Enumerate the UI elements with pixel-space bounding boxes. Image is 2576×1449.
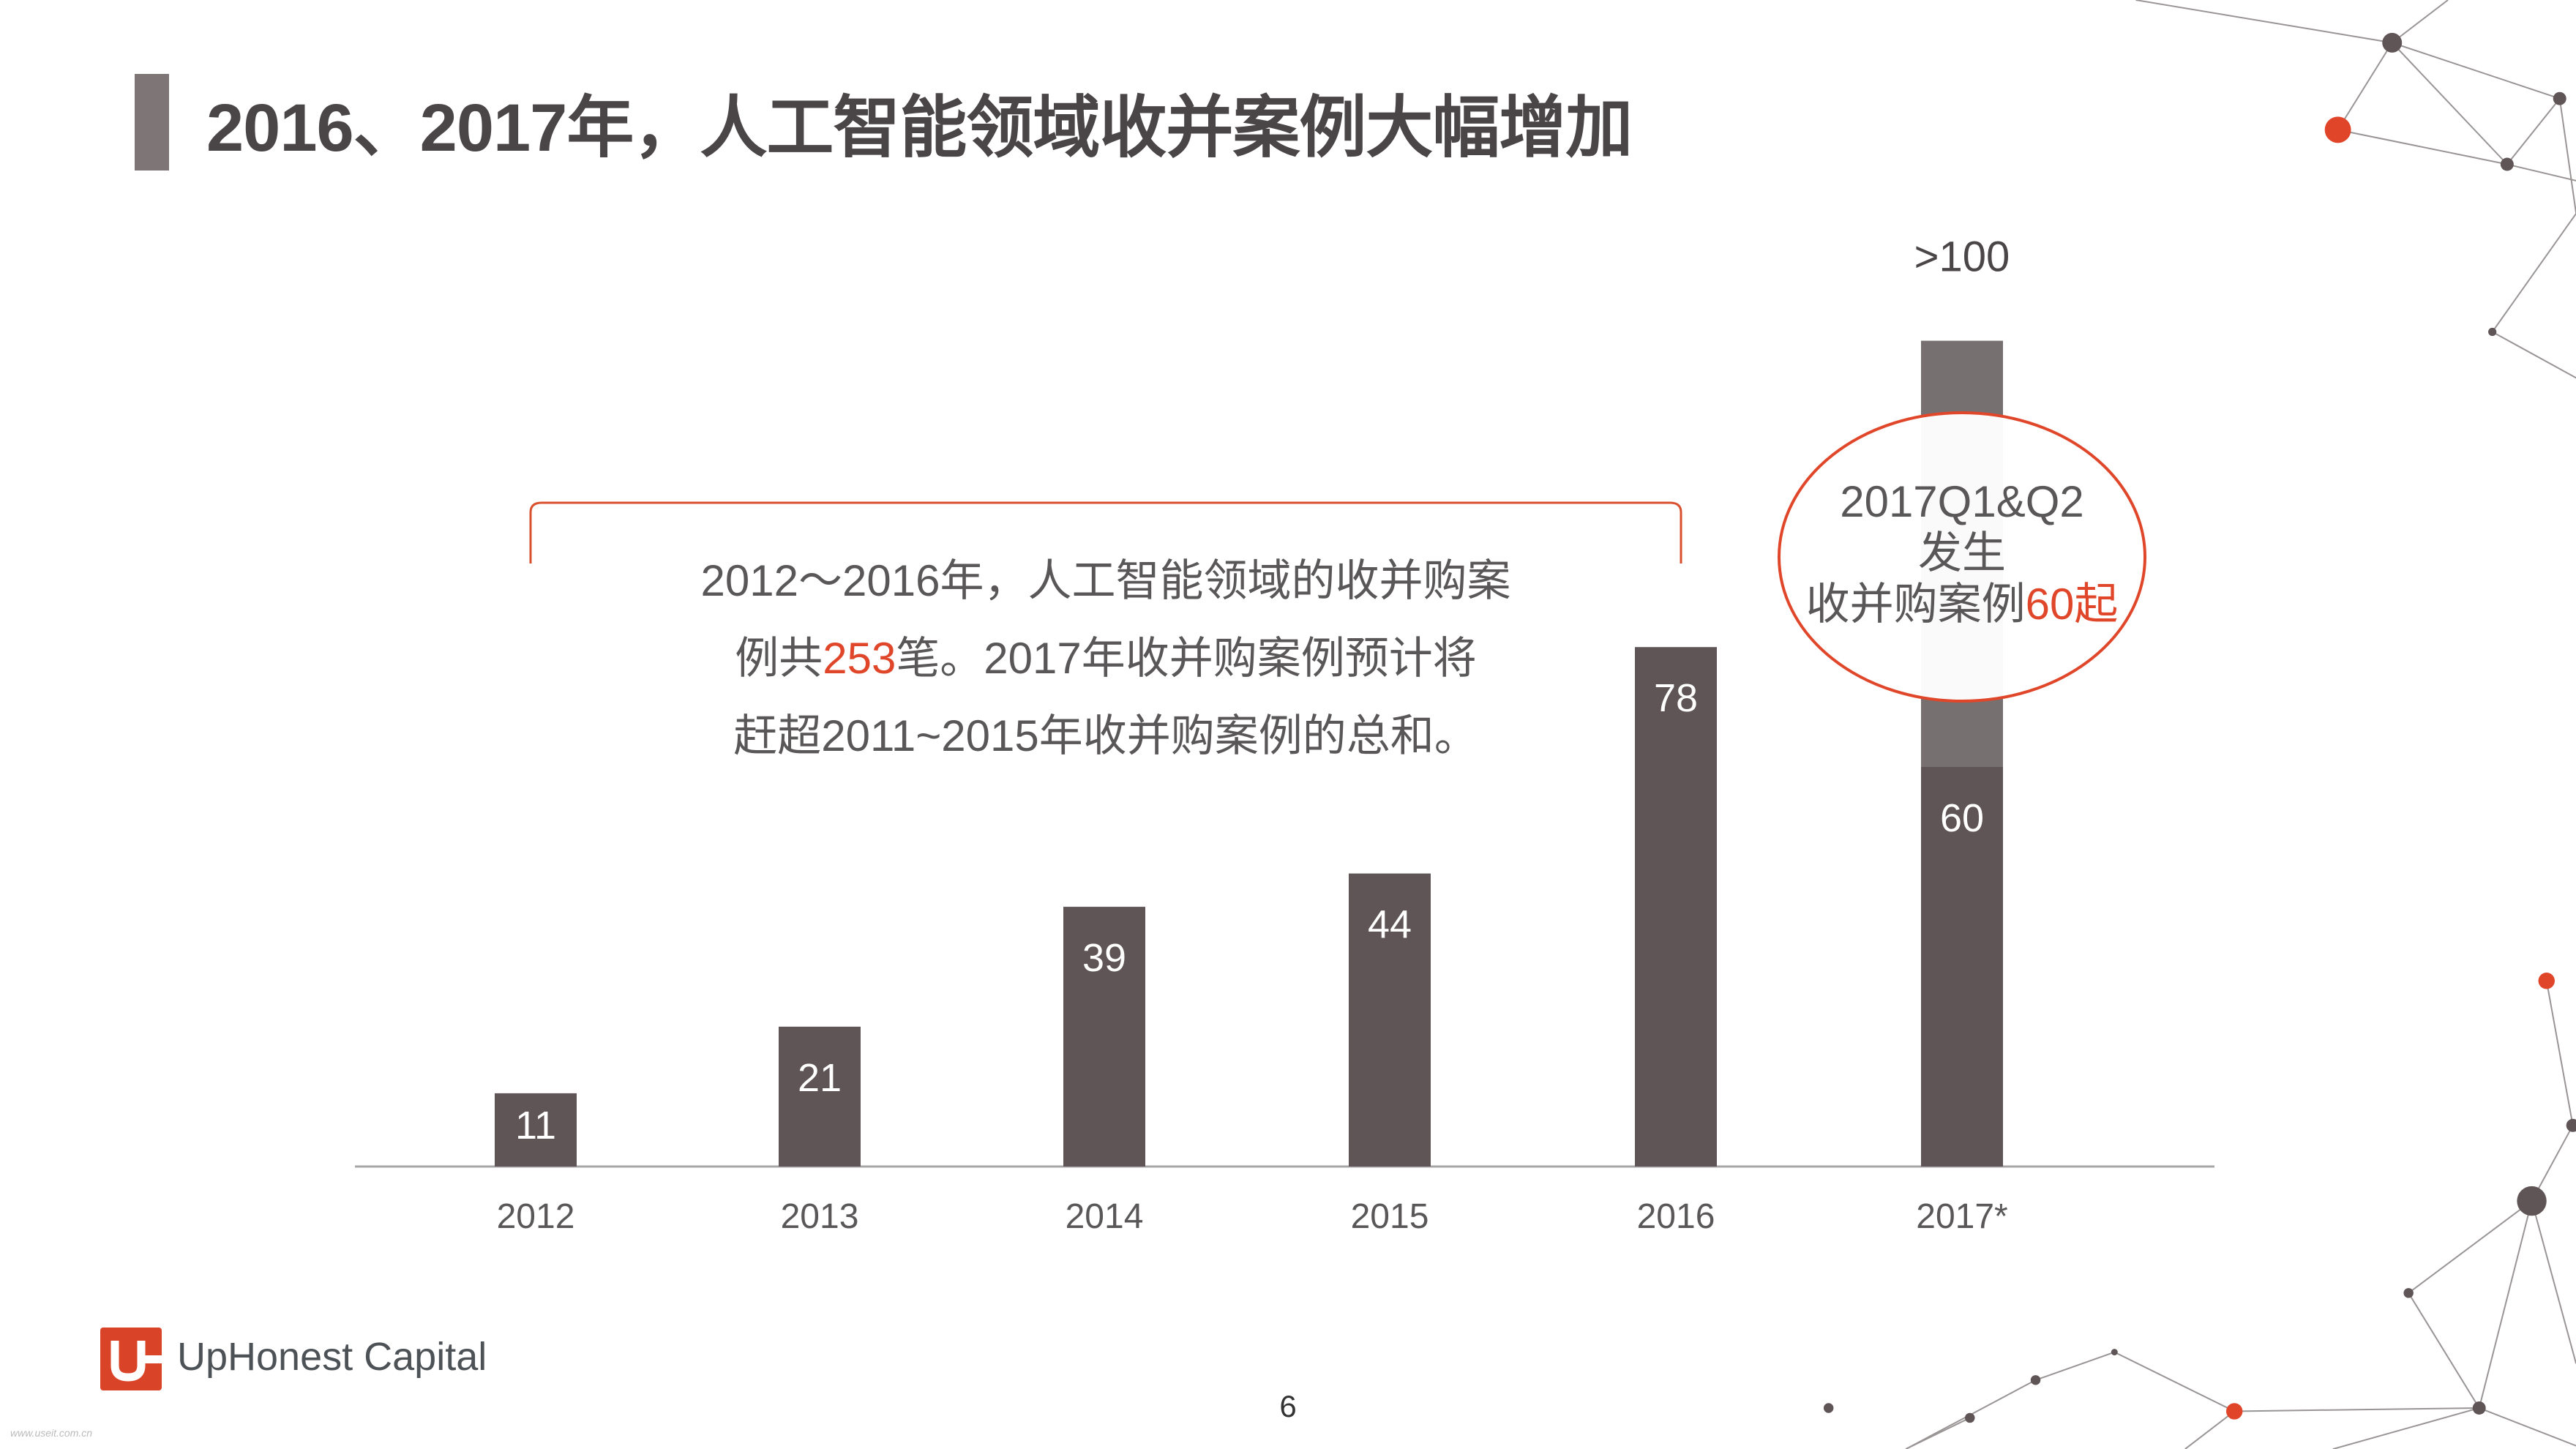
bubble-line-2: 发生 xyxy=(1918,528,2006,577)
network-node xyxy=(1965,1412,1975,1423)
company-name: UpHonest Capital xyxy=(177,1335,487,1379)
page-title: 2016、2017年，人工智能领域收并案例大幅增加 xyxy=(206,91,1633,165)
note-line-2: 例共253笔。2017年收并购案例预计将 xyxy=(531,623,1681,686)
projection-label: >100 xyxy=(1914,233,2010,281)
network-node xyxy=(2403,1288,2414,1298)
x-tick-label: 2015 xyxy=(1351,1197,1429,1236)
x-tick-label: 2013 xyxy=(781,1197,859,1236)
note-text: 笔。2017年收并购案例预计将 xyxy=(896,634,1477,683)
network-edge xyxy=(2408,1200,2533,1294)
network-edge xyxy=(2337,42,2393,130)
watermark: www.useit.com.cn xyxy=(10,1427,93,1439)
data-label: 60 xyxy=(1940,796,1984,840)
bubble-text: 收并购案例 xyxy=(1805,580,2026,629)
note-line-1: 2012～2016年，人工智能领域的收并购案 xyxy=(700,556,1511,605)
network-edge xyxy=(2492,331,2576,379)
network-edge xyxy=(2506,98,2561,165)
network-edge xyxy=(2113,1351,2235,1412)
x-tick-label: 2014 xyxy=(1066,1197,1144,1236)
data-label: 39 xyxy=(1082,936,1126,980)
bar-2012 xyxy=(495,1093,577,1167)
data-label: 21 xyxy=(798,1056,842,1100)
x-tick-label: 2017* xyxy=(1916,1197,2007,1236)
bar-2016 xyxy=(1635,647,1717,1167)
network-edge xyxy=(1905,1417,1971,1449)
note-line-3: 赶超2011~2015年收并购案例的总和。 xyxy=(733,711,1478,760)
network-edge xyxy=(2135,0,2392,44)
network-node xyxy=(2538,973,2555,989)
network-edge xyxy=(2332,1407,2479,1449)
callout-ellipse xyxy=(1778,411,2146,703)
network-edge xyxy=(2531,1200,2576,1364)
network-node xyxy=(2030,1375,2041,1385)
bubble-highlight: 60起 xyxy=(2025,580,2119,629)
network-edge xyxy=(2184,1410,2235,1449)
network-node xyxy=(2382,32,2403,53)
network-edge xyxy=(2558,98,2576,214)
network-edge xyxy=(2506,163,2576,181)
network-edge xyxy=(2391,42,2508,165)
network-node xyxy=(2324,116,2351,143)
network-node xyxy=(2553,91,2566,105)
network-node xyxy=(2566,1118,2576,1132)
network-node xyxy=(2500,157,2514,171)
data-label: 44 xyxy=(1368,903,1412,947)
network-node xyxy=(2488,327,2497,337)
network-node xyxy=(2225,1403,2243,1420)
note-highlight-count: 253 xyxy=(823,634,896,683)
data-label: 78 xyxy=(1654,676,1698,720)
network-node xyxy=(1823,1403,1834,1413)
network-edge xyxy=(2545,981,2574,1126)
data-label: 11 xyxy=(515,1104,556,1147)
network-node xyxy=(2111,1349,2118,1356)
bubble-line-3: 收并购案例60起 xyxy=(1778,579,2146,630)
network-node xyxy=(2517,1186,2547,1216)
network-edge xyxy=(2392,42,2561,100)
network-edge xyxy=(2479,1407,2576,1447)
bracket-annotation xyxy=(529,501,1682,564)
x-tick-label: 2012 xyxy=(497,1197,575,1236)
network-node xyxy=(2472,1401,2486,1415)
callout-bubble: 2017Q1&Q2 发生 收并购案例60起 xyxy=(1778,412,2146,702)
page-number: 6 xyxy=(1279,1389,1297,1423)
network-edge xyxy=(2478,1200,2533,1409)
network-edge xyxy=(2035,1351,2115,1381)
x-tick-label: 2016 xyxy=(1637,1197,1715,1236)
network-edge xyxy=(2234,1407,2479,1412)
network-edge xyxy=(2491,213,2576,333)
bar-2014 xyxy=(1063,907,1145,1167)
bar-2017* xyxy=(1921,767,2003,1167)
uphonest-logo-icon xyxy=(100,1328,162,1390)
title-accent-bar xyxy=(135,74,169,171)
bubble-line-1: 2017Q1&Q2 xyxy=(1840,477,2084,526)
note-text: 例共 xyxy=(735,634,823,683)
bar-2015 xyxy=(1349,873,1431,1167)
network-edge xyxy=(2392,0,2449,44)
bar-2013 xyxy=(779,1026,861,1167)
network-edge xyxy=(2408,1292,2480,1409)
network-edge xyxy=(2337,129,2508,165)
